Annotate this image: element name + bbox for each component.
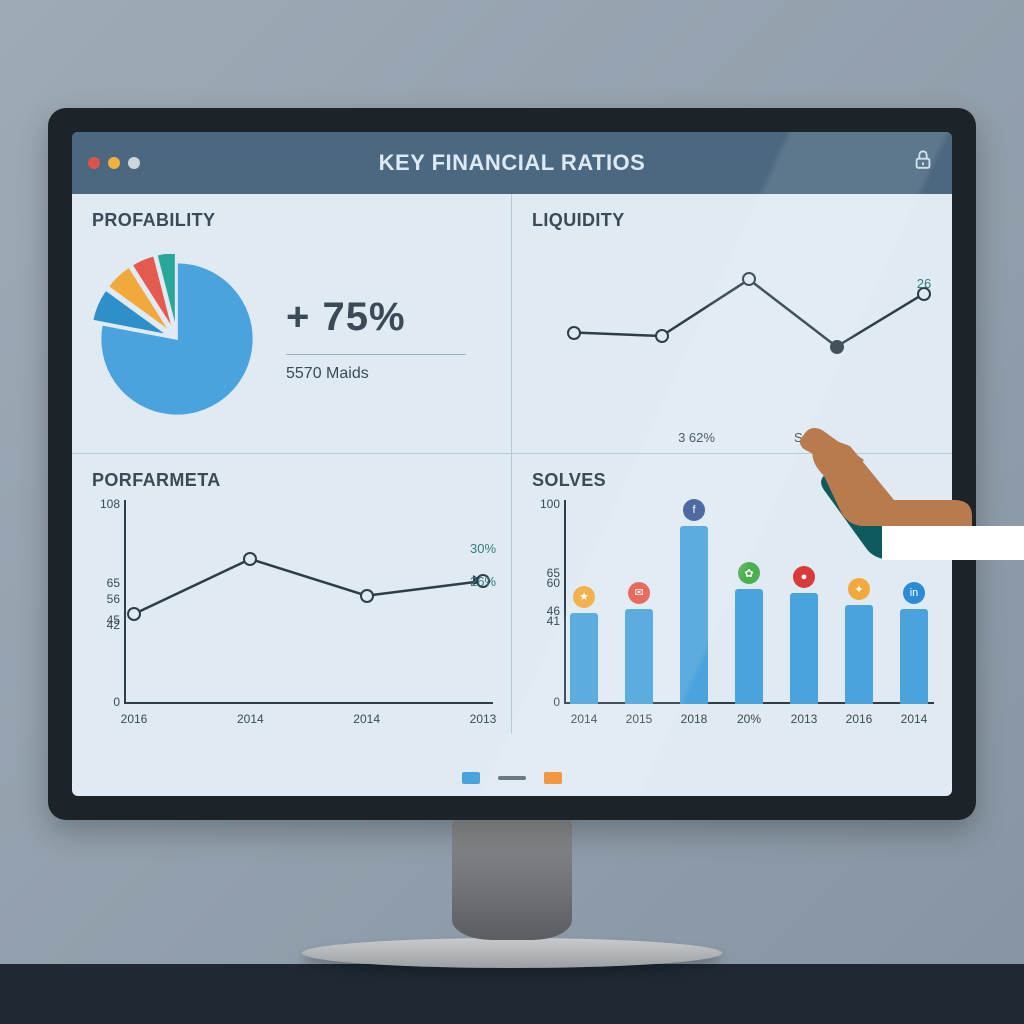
x-axis-label: 3 62% [678, 430, 715, 445]
legend-swatch [462, 772, 480, 784]
x-tick: 2013 [791, 712, 818, 726]
zoom-dot[interactable] [128, 157, 140, 169]
chart-point [567, 326, 581, 340]
legend [72, 760, 952, 796]
bar-badge-icon: ★ [573, 586, 595, 608]
legend-swatch [498, 776, 526, 780]
liquidity-chart: 263 62%Selite [564, 240, 934, 423]
y-tick: 108 [80, 497, 120, 511]
y-tick: 56 [80, 592, 120, 606]
panel-profitability: PROFABILITY + 75% 5570 Maids [72, 194, 512, 454]
panel-title-porfarmeta: PORFARMETA [92, 470, 491, 491]
screen: KEY FINANCIAL RATIOS PROFABILITY + 75% 5… [72, 132, 952, 796]
panel-liquidity: LIQUIDITY 263 62%Selite [512, 194, 952, 454]
subline-value: 5570 Maids [286, 354, 466, 383]
page-title: KEY FINANCIAL RATIOS [92, 150, 932, 176]
bar-badge-icon: ● [793, 566, 815, 588]
chart-annotation: 26 [917, 276, 931, 291]
monitor-stand-neck [452, 818, 572, 940]
chart-point [655, 329, 669, 343]
desk-surface [0, 964, 1024, 1024]
chart-point [243, 552, 257, 566]
panel-solves: SOLVES 0414665601002014★2015✉2018f20%✿20… [512, 454, 952, 734]
y-tick: 65 [80, 576, 120, 590]
y-tick: 46 [520, 604, 560, 618]
y-tick: 0 [80, 695, 120, 709]
bar [790, 593, 818, 704]
x-tick: 2013 [470, 712, 497, 726]
bar [735, 589, 763, 704]
bar [680, 526, 708, 704]
titlebar: KEY FINANCIAL RATIOS [72, 132, 952, 194]
y-tick: 45 [80, 613, 120, 627]
window-traffic-lights[interactable] [88, 157, 140, 169]
bar [845, 605, 873, 704]
panel-porfarmeta: PORFARMETA 04245566510820162014201420133… [72, 454, 512, 734]
chart-annotation: 26% [470, 574, 496, 589]
bar-badge-icon: ✉ [628, 582, 650, 604]
solves-chart: 0414665601002014★2015✉2018f20%✿2013●2016… [564, 500, 934, 704]
x-tick: 2014 [571, 712, 598, 726]
monitor-bezel: KEY FINANCIAL RATIOS PROFABILITY + 75% 5… [48, 108, 976, 820]
minimize-dot[interactable] [108, 157, 120, 169]
panel-title-solves: SOLVES [532, 470, 932, 491]
x-tick: 2016 [846, 712, 873, 726]
x-tick: 2014 [901, 712, 928, 726]
x-axis-label: Selite [794, 430, 827, 445]
y-tick: 60 [520, 576, 560, 590]
y-tick: 100 [520, 497, 560, 511]
panel-title-profitability: PROFABILITY [92, 210, 491, 231]
bar [900, 609, 928, 704]
x-tick: 20% [737, 712, 761, 726]
x-tick: 2014 [353, 712, 380, 726]
headline-value: + 75% [286, 295, 466, 340]
share-icon[interactable] [912, 150, 934, 177]
chart-point [742, 272, 756, 286]
x-tick: 2018 [681, 712, 708, 726]
bar-badge-icon: ✿ [738, 562, 760, 584]
close-dot[interactable] [88, 157, 100, 169]
bar [570, 613, 598, 704]
bar-badge-icon: f [683, 499, 705, 521]
panel-title-liquidity: LIQUIDITY [532, 210, 932, 231]
bar [625, 609, 653, 704]
x-tick: 2015 [626, 712, 653, 726]
bar-badge-icon: in [903, 582, 925, 604]
dashboard-grid: PROFABILITY + 75% 5570 Maids LIQUIDITY 2… [72, 194, 952, 760]
chart-point [360, 589, 374, 603]
y-tick: 0 [520, 695, 560, 709]
x-tick: 2014 [237, 712, 264, 726]
chart-point [127, 607, 141, 621]
chart-annotation: 30% [470, 541, 496, 556]
x-tick: 2016 [121, 712, 148, 726]
porfarmeta-chart: 042455665108201620142014201330%26% [124, 500, 493, 704]
pie-chart [92, 254, 262, 424]
monitor-stand-base [302, 938, 722, 968]
legend-swatch [544, 772, 562, 784]
bar-badge-icon: ✦ [848, 578, 870, 600]
chart-point [830, 340, 844, 354]
